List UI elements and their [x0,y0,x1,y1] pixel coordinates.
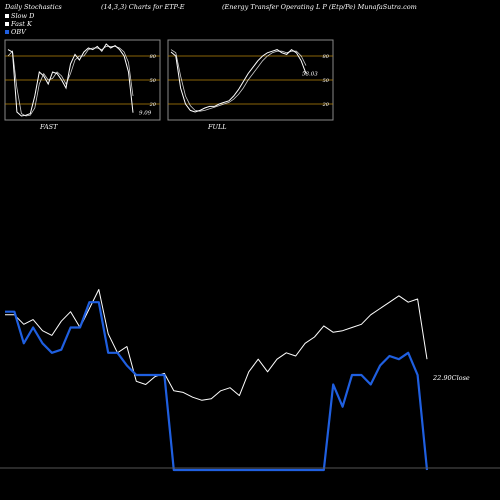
tick-label: 50 [323,78,330,84]
legend-swatch [5,22,9,26]
tick-label: 50 [150,78,157,84]
panel-title: FAST [39,123,58,131]
close-price-line [5,289,428,401]
legend: Slow D Fast K OBV [5,12,34,36]
tick-label: 20 [149,102,157,108]
slow-d-line [7,46,134,117]
header-right: (Energy Transfer Operating L P (Etp/Pe) … [222,3,417,11]
legend-swatch [5,30,9,34]
fast-k-line [7,43,134,117]
last-value-label: 9.09 [139,111,152,117]
legend-label: Fast K [11,20,32,28]
header-center: (14,3,3) Charts for ETP-E [101,3,185,11]
legend-label: Slow D [11,12,35,20]
fast-k-line [170,48,307,113]
tick-label: 20 [322,102,330,108]
legend-item: Fast K [5,20,34,28]
panel-title: FULL [207,123,227,131]
tick-label: 80 [150,54,157,60]
legend-label: OBV [11,28,26,36]
legend-swatch [5,14,9,18]
legend-item: OBV [5,28,34,36]
obv-line [5,301,429,472]
tick-label: 80 [323,54,330,60]
legend-item: Slow D [5,12,34,20]
close-value-label: 22.90Close [432,374,470,382]
header-left: Daily Stochastics [5,3,62,11]
slow-d-line [170,49,307,112]
last-value-label: 58.03 [302,72,318,78]
